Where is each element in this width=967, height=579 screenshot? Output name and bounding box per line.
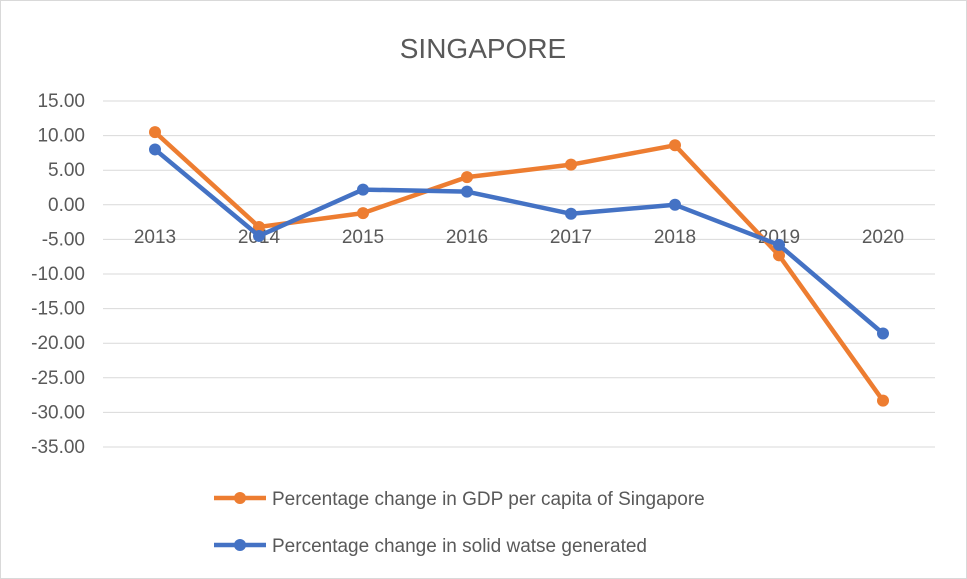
data-point — [253, 220, 265, 233]
y-tick-label: 10.00 — [37, 126, 85, 147]
x-tick-label: 2020 — [862, 227, 904, 248]
data-point — [669, 198, 681, 211]
y-tick-label: -15.00 — [31, 299, 85, 320]
data-point — [149, 126, 161, 139]
legend-swatch-marker — [234, 492, 246, 504]
x-tick-label: 2015 — [342, 227, 384, 248]
data-point — [877, 327, 889, 340]
y-axis-tick-labels: 15.00 10.00 5.00 0.00 -5.00 -10.00 -15.00 -20.0… — [31, 91, 85, 458]
data-point — [773, 249, 785, 262]
x-tick-label: 2013 — [134, 227, 176, 248]
y-tick-label: -10.00 — [31, 264, 85, 285]
y-tick-label: -5.00 — [42, 229, 85, 250]
series-lines — [149, 126, 889, 407]
y-tick-label: 0.00 — [48, 195, 85, 216]
legend-item: Percentage change in GDP per capita of S… — [214, 489, 705, 510]
gridlines — [103, 100, 935, 448]
data-point — [669, 139, 681, 152]
series-line — [152, 147, 886, 336]
legend-item: Percentage change in solid watse generat… — [214, 536, 647, 557]
legend: Percentage change in GDP per capita of S… — [214, 489, 705, 557]
data-point — [253, 229, 265, 242]
series-1 — [149, 126, 889, 407]
data-point — [565, 207, 577, 220]
x-tick-label: 2016 — [446, 227, 488, 248]
y-tick-label: -35.00 — [31, 437, 85, 458]
x-tick-label: 2018 — [654, 227, 696, 248]
legend-label: Percentage change in solid watse generat… — [272, 536, 647, 557]
x-tick-label: 2017 — [550, 227, 592, 248]
y-tick-label: -20.00 — [31, 333, 85, 354]
data-point — [773, 238, 785, 251]
chart-title: SINGAPORE — [400, 33, 566, 64]
data-point — [461, 185, 473, 198]
data-point — [357, 183, 369, 196]
legend-label: Percentage change in GDP per capita of S… — [272, 489, 705, 510]
series-2 — [149, 143, 889, 340]
y-tick-label: 15.00 — [37, 91, 85, 112]
data-point — [149, 143, 161, 156]
data-point — [565, 158, 577, 171]
y-tick-label: -30.00 — [31, 402, 85, 423]
series-line — [152, 129, 886, 403]
data-point — [357, 207, 369, 220]
legend-swatch-marker — [234, 539, 246, 551]
y-tick-label: -25.00 — [31, 368, 85, 389]
data-point — [877, 394, 889, 407]
y-tick-label: 5.00 — [48, 160, 85, 181]
data-point — [461, 171, 473, 184]
